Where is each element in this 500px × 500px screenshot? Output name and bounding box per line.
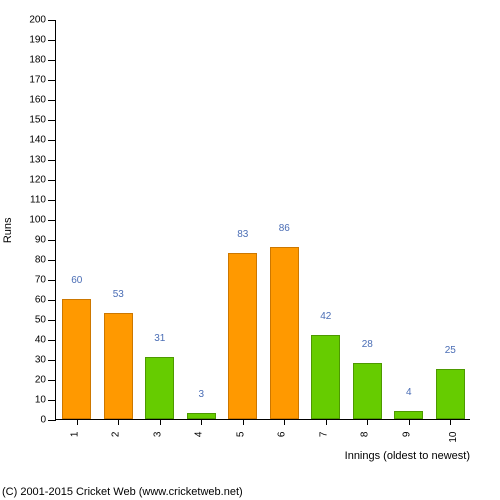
x-axis-title: Innings (oldest to newest) bbox=[345, 450, 470, 462]
y-tick-label: 190 bbox=[16, 35, 46, 46]
bar bbox=[270, 247, 299, 419]
x-tick bbox=[160, 419, 161, 425]
y-tick bbox=[48, 280, 56, 281]
x-tick-label: 5 bbox=[235, 432, 246, 438]
bar bbox=[228, 253, 257, 419]
bar bbox=[104, 313, 133, 419]
y-tick-label: 110 bbox=[16, 195, 46, 206]
y-axis-title: Runs bbox=[2, 217, 14, 243]
x-tick-label: 6 bbox=[277, 432, 288, 438]
x-tick bbox=[201, 419, 202, 425]
x-tick-label: 2 bbox=[111, 432, 122, 438]
y-tick bbox=[48, 360, 56, 361]
y-tick-label: 200 bbox=[16, 15, 46, 26]
x-tick bbox=[284, 419, 285, 425]
bar-value-label: 86 bbox=[279, 223, 290, 234]
x-tick bbox=[243, 419, 244, 425]
bar-value-label: 31 bbox=[154, 333, 165, 344]
bar-value-label: 53 bbox=[113, 289, 124, 300]
y-tick-label: 20 bbox=[16, 375, 46, 386]
y-tick bbox=[48, 260, 56, 261]
x-tick bbox=[326, 419, 327, 425]
bar bbox=[436, 369, 465, 419]
y-tick-label: 50 bbox=[16, 315, 46, 326]
y-tick bbox=[48, 420, 56, 421]
y-tick bbox=[48, 240, 56, 241]
x-tick-label: 4 bbox=[194, 432, 205, 438]
y-tick-label: 170 bbox=[16, 75, 46, 86]
x-tick bbox=[77, 419, 78, 425]
bar bbox=[311, 335, 340, 419]
y-tick-label: 130 bbox=[16, 155, 46, 166]
x-tick bbox=[450, 419, 451, 425]
bar bbox=[145, 357, 174, 419]
y-tick-label: 90 bbox=[16, 235, 46, 246]
y-tick bbox=[48, 200, 56, 201]
x-tick bbox=[367, 419, 368, 425]
y-tick-label: 180 bbox=[16, 55, 46, 66]
y-tick bbox=[48, 120, 56, 121]
x-tick bbox=[409, 419, 410, 425]
y-tick bbox=[48, 100, 56, 101]
y-tick-label: 60 bbox=[16, 295, 46, 306]
y-tick bbox=[48, 140, 56, 141]
chart-container: Runs 01020304050607080901001101201301401… bbox=[0, 0, 500, 500]
bar-value-label: 42 bbox=[320, 311, 331, 322]
y-tick bbox=[48, 400, 56, 401]
y-tick-label: 150 bbox=[16, 115, 46, 126]
y-tick-label: 80 bbox=[16, 255, 46, 266]
y-tick bbox=[48, 340, 56, 341]
y-tick bbox=[48, 60, 56, 61]
y-tick-label: 100 bbox=[16, 215, 46, 226]
y-tick bbox=[48, 40, 56, 41]
y-tick bbox=[48, 160, 56, 161]
y-tick-label: 120 bbox=[16, 175, 46, 186]
x-tick-label: 1 bbox=[69, 432, 80, 438]
y-tick-label: 160 bbox=[16, 95, 46, 106]
x-tick bbox=[118, 419, 119, 425]
y-tick-label: 40 bbox=[16, 335, 46, 346]
bar-value-label: 3 bbox=[198, 389, 204, 400]
bar-value-label: 83 bbox=[237, 229, 248, 240]
y-tick bbox=[48, 320, 56, 321]
bar-value-label: 60 bbox=[71, 275, 82, 286]
y-tick-label: 140 bbox=[16, 135, 46, 146]
x-tick-label: 9 bbox=[401, 432, 412, 438]
y-tick-label: 10 bbox=[16, 395, 46, 406]
y-tick bbox=[48, 220, 56, 221]
y-tick bbox=[48, 300, 56, 301]
bar-value-label: 4 bbox=[406, 387, 412, 398]
y-tick bbox=[48, 80, 56, 81]
plot-area: 0102030405060708090100110120130140150160… bbox=[55, 20, 470, 420]
x-tick-label: 3 bbox=[152, 432, 163, 438]
bar-value-label: 28 bbox=[362, 339, 373, 350]
y-tick-label: 0 bbox=[16, 415, 46, 426]
bar-value-label: 25 bbox=[445, 345, 456, 356]
x-tick-label: 10 bbox=[448, 432, 459, 443]
y-tick bbox=[48, 380, 56, 381]
bar bbox=[394, 411, 423, 419]
y-tick bbox=[48, 20, 56, 21]
bar bbox=[62, 299, 91, 419]
copyright-text: (C) 2001-2015 Cricket Web (www.cricketwe… bbox=[2, 486, 243, 498]
y-tick-label: 30 bbox=[16, 355, 46, 366]
y-tick bbox=[48, 180, 56, 181]
bar bbox=[353, 363, 382, 419]
y-tick-label: 70 bbox=[16, 275, 46, 286]
x-tick-label: 8 bbox=[360, 432, 371, 438]
x-tick-label: 7 bbox=[318, 432, 329, 438]
